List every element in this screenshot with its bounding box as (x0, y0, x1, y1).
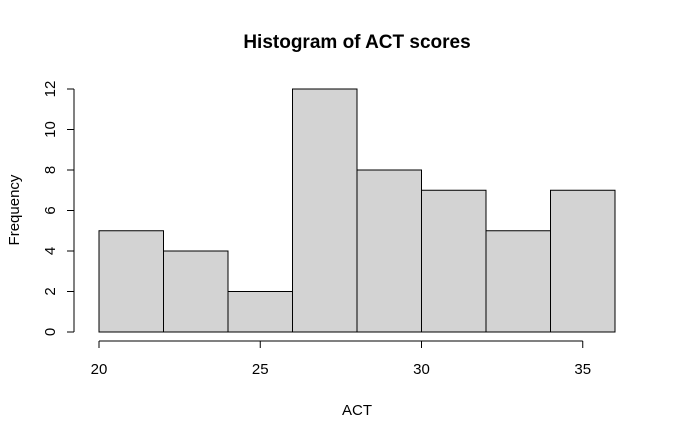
x-tick-label: 35 (574, 361, 591, 378)
histogram-bar-20-22 (98, 230, 164, 333)
y-axis-label: Frequency (6, 174, 23, 245)
y-tick-label: 0 (42, 328, 59, 336)
histogram-bar-30-32 (421, 189, 487, 333)
histogram-bar-24-26 (227, 291, 293, 333)
bars-group (98, 88, 616, 333)
y-tick-label: 4 (42, 247, 59, 255)
y-tick-label: 6 (42, 206, 59, 214)
y-tick-label: 2 (42, 287, 59, 295)
histogram-bar-22-24 (163, 250, 229, 333)
histogram-bar-32-34 (485, 230, 551, 333)
x-axis: 20 25 30 35 (91, 340, 591, 378)
x-tick-label: 25 (252, 361, 269, 378)
histogram-bar-34-36 (550, 189, 616, 333)
histogram-bar-26-28 (292, 88, 358, 333)
histogram-bar-28-30 (356, 169, 422, 333)
y-tick-label: 10 (42, 121, 59, 138)
x-tick-label: 20 (91, 361, 108, 378)
chart-title: Histogram of ACT scores (243, 32, 470, 53)
x-tick-label: 30 (413, 361, 430, 378)
x-axis-label: ACT (342, 402, 372, 419)
y-tick-label: 12 (42, 81, 59, 98)
y-axis: 0 2 4 6 8 10 12 (42, 81, 75, 336)
y-tick-label: 8 (42, 166, 59, 174)
